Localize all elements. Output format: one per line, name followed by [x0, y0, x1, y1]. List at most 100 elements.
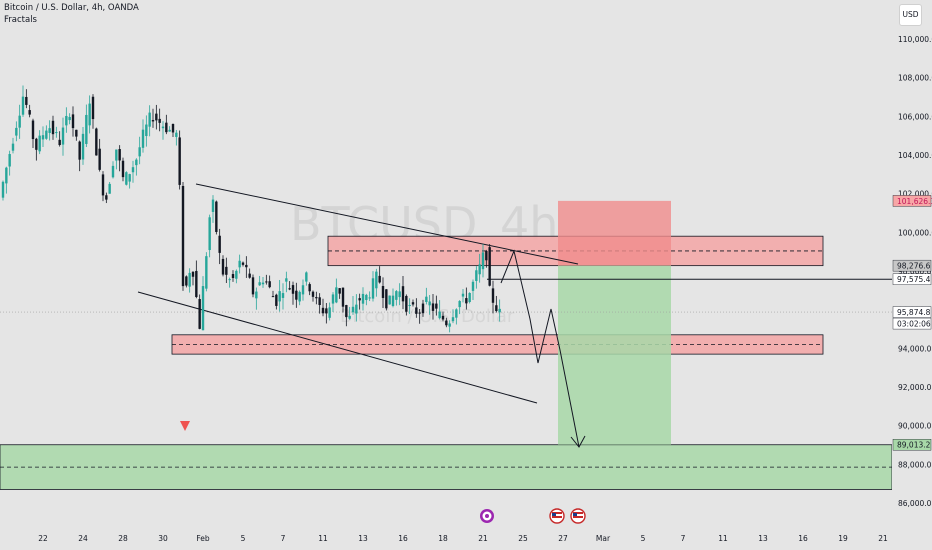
candle-body: [495, 305, 498, 311]
candle-body: [111, 165, 115, 178]
candle-body: [368, 297, 371, 299]
stop-loss-zone[interactable]: [558, 200, 671, 266]
candle-body: [315, 297, 318, 299]
candle-body: [435, 303, 438, 309]
time-tick-label: 5: [641, 534, 646, 543]
candle-body: [1, 181, 5, 198]
candle-body: [445, 320, 448, 326]
price-tick-label: 108,000.0: [898, 74, 932, 83]
candle-body: [255, 291, 258, 299]
candle-body: [141, 129, 145, 148]
time-tick-label: 28: [118, 534, 128, 543]
time-scale[interactable]: 22 24 28 30 Feb 5 7 11 13 16 18 21 25 27 Mar 5 7 11 13 16 19…: [38, 534, 888, 543]
us-flag-event-icon[interactable]: [570, 508, 586, 524]
candle-body: [448, 323, 451, 327]
candle-body: [101, 174, 105, 196]
candle-body: [98, 148, 101, 170]
candle-body: [431, 303, 435, 311]
candle-body: [115, 149, 118, 161]
candle-body: [221, 258, 225, 275]
candle-body: [258, 282, 261, 286]
candle-body: [145, 124, 148, 137]
candle-body: [365, 294, 368, 301]
candle-body: [171, 123, 175, 133]
candle-body: [385, 289, 388, 309]
zones-layer: [0, 235, 893, 490]
candle-body: [41, 135, 45, 140]
price-tick-label: 98,000.0: [898, 267, 932, 276]
candle-body: [398, 291, 401, 298]
candle-body: [5, 167, 8, 184]
candle-body: [395, 291, 398, 300]
candle-body: [325, 308, 328, 314]
price-label-text: 89,013.2: [897, 441, 931, 450]
candle-body: [208, 217, 211, 251]
candle-body: [248, 273, 251, 278]
time-tick-label: 30: [158, 534, 168, 543]
candle-body: [195, 270, 198, 298]
time-tick-label: 11: [718, 534, 728, 543]
candle-body: [451, 317, 455, 322]
projection-path[interactable]: [500, 249, 580, 448]
candle-body: [335, 287, 338, 303]
candle-body: [75, 129, 78, 137]
drawings-layer[interactable]: [137, 183, 586, 448]
price-tick-label: 92,000.0: [898, 383, 932, 392]
candle-body: [125, 172, 128, 185]
price-label-tag: [892, 306, 932, 318]
candle-body: [188, 272, 191, 287]
candle-body: [281, 293, 285, 298]
candle-body: [178, 137, 181, 185]
candle-body: [151, 120, 155, 122]
candle-body: [11, 143, 15, 151]
candle-body: [21, 96, 25, 115]
time-tick-label: 21: [878, 534, 888, 543]
candle-body: [185, 276, 188, 286]
time-tick-label: 22: [38, 534, 48, 543]
candle-body: [228, 279, 231, 281]
candle-body: [308, 284, 311, 292]
candle-body: [381, 286, 385, 298]
time-tick-label: 25: [518, 534, 528, 543]
candle-body: [291, 285, 295, 294]
candle-body: [88, 103, 91, 126]
candle-body: [135, 159, 138, 166]
watermark-description: Bitcoin / U.S. Dollar: [340, 306, 515, 327]
candle-body: [375, 271, 378, 289]
channel-lower-line[interactable]: [137, 291, 538, 404]
candle-body: [138, 147, 141, 157]
candle-body: [285, 278, 288, 282]
candle-body: [238, 260, 241, 268]
price-label-text: 97,575.4: [897, 275, 931, 284]
candle-body: [411, 302, 415, 305]
news-event-icon[interactable]: [480, 509, 494, 523]
candle-body: [425, 296, 428, 302]
candle-body: [405, 295, 408, 312]
candle-body: [8, 154, 11, 167]
price-label-tag: [892, 195, 932, 207]
candle-body: [15, 127, 18, 136]
candle-body: [71, 114, 75, 129]
candle-body: [81, 133, 85, 160]
candle-body: [35, 138, 38, 150]
candle-body: [118, 149, 121, 161]
candle-body: [161, 126, 165, 129]
currency-button[interactable]: USD: [899, 4, 922, 26]
candle-body: [91, 96, 95, 120]
time-tick-label: 27: [558, 534, 568, 543]
time-tick-label: 16: [398, 534, 408, 543]
candle-body: [148, 112, 151, 127]
candle-body: [331, 294, 335, 304]
time-tick-label: 18: [438, 534, 448, 543]
time-tick-label: Feb: [196, 534, 210, 543]
indicator-label[interactable]: Fractals: [4, 15, 37, 25]
take-profit-zone[interactable]: [558, 265, 671, 445]
candle-body: [48, 128, 51, 133]
price-tick-label: 104,000.0: [898, 151, 932, 160]
us-flag-event-icon[interactable]: [549, 508, 565, 524]
candle-body: [498, 308, 501, 313]
price-tick-label: 90,000.0: [898, 422, 932, 431]
candle-body: [305, 272, 308, 282]
candle-body: [321, 307, 325, 314]
